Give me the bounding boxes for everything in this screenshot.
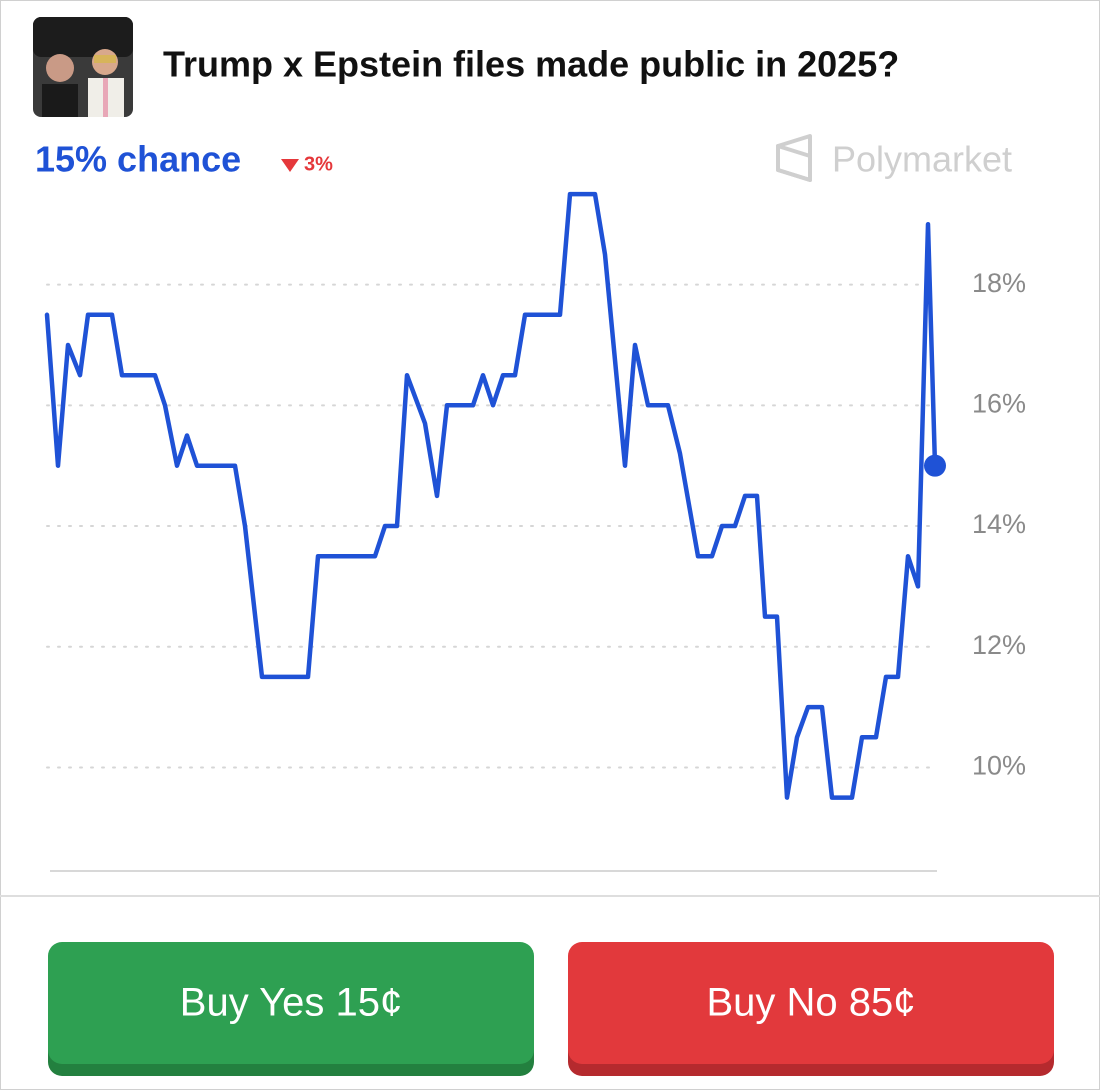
thumbnail (33, 17, 133, 117)
brand: Polymarket (832, 139, 1012, 180)
y-tick-label: 10% (972, 751, 1026, 781)
y-tick-label: 14% (972, 509, 1026, 539)
buy-yes-button[interactable]: Buy Yes 15¢ (48, 942, 534, 1076)
chance: 15% chance (35, 139, 241, 180)
change: 3% (304, 153, 333, 175)
price-line (44, 191, 938, 800)
y-tick-label: 12% (972, 630, 1026, 660)
brand-logo (776, 134, 812, 182)
y-tick-label: 18% (972, 268, 1026, 298)
down-arrow (281, 159, 299, 172)
y-tick-label: 16% (972, 388, 1026, 418)
market-title: Trump x Epstein files made public in 202… (163, 44, 899, 85)
current-point (924, 454, 946, 477)
buy-yes-label[interactable]: Buy Yes 15¢ (180, 981, 402, 1025)
buy-no-label[interactable]: Buy No 85¢ (706, 981, 915, 1025)
buy-no-button[interactable]: Buy No 85¢ (568, 942, 1054, 1076)
